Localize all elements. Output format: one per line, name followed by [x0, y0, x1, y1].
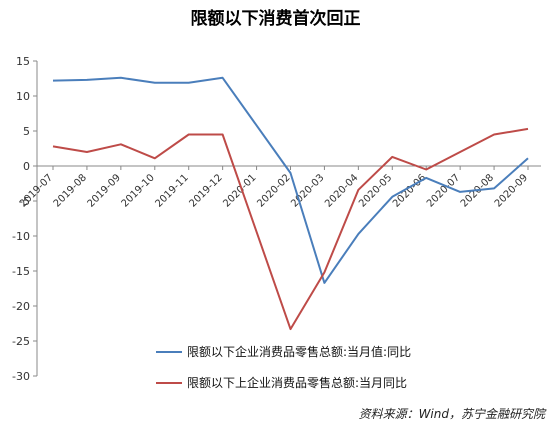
x-tick-label: 2019-10	[120, 172, 157, 209]
x-tick-label: 2019-11	[154, 172, 191, 209]
source-note: 资料来源：Wind，苏宁金融研究院	[358, 407, 545, 421]
x-tick-label: 2019-07	[18, 172, 55, 209]
y-tick-label: -20	[12, 300, 30, 313]
x-tick-label: 2020-03	[289, 172, 326, 209]
y-tick-label: -30	[12, 370, 30, 383]
y-tick-label: 0	[23, 160, 30, 173]
y-tick-label: -10	[12, 230, 30, 243]
x-tick-label: 2019-08	[52, 172, 89, 209]
legend-label-1: 限额以下企业消费品零售总额:当月值:同比	[187, 344, 411, 359]
x-tick-label: 2020-04	[323, 172, 360, 209]
x-tick-label: 2020-01	[221, 172, 258, 209]
x-tick-label: 2020-02	[255, 172, 292, 209]
y-tick-label: -15	[12, 265, 30, 278]
series-line-1	[52, 76, 529, 284]
legend-label-2: 限额以下上企业消费品零售总额:当月同比	[187, 375, 407, 390]
x-tick-label: 2019-12	[187, 172, 224, 209]
y-tick-label: 10	[16, 90, 30, 103]
x-tick-label: 2020-06	[391, 172, 428, 209]
x-tick-label: 2020-05	[357, 172, 394, 209]
series-line-2	[52, 127, 529, 331]
x-tick-label: 2020-09	[493, 172, 530, 209]
x-tick-label: 2019-09	[86, 172, 123, 209]
chart-title: 限额以下消费首次回正	[190, 9, 361, 29]
y-tick-label: 15	[16, 55, 30, 68]
y-tick-label: -5	[19, 195, 30, 208]
y-tick-label: 5	[23, 125, 30, 138]
y-tick-label: -25	[12, 335, 30, 348]
